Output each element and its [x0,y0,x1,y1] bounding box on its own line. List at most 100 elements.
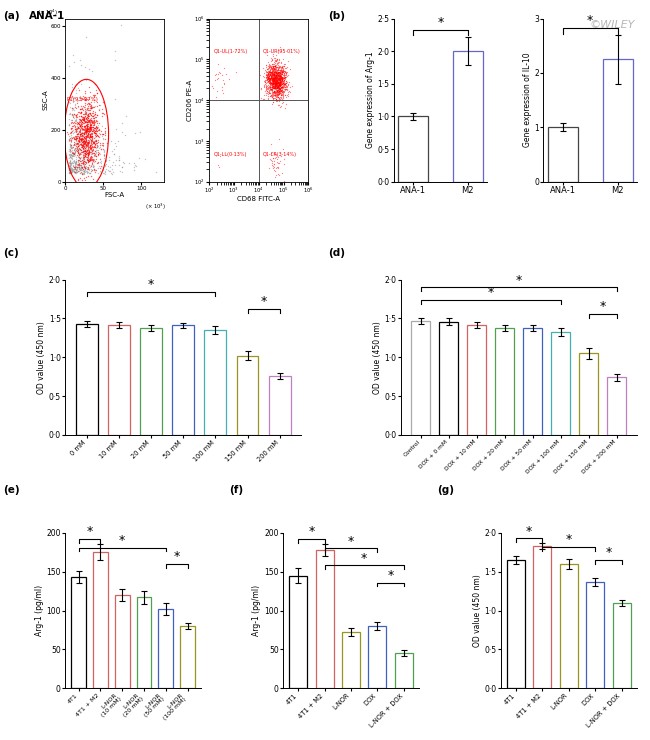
Point [79,104,90,115]
Point [270,78,280,90]
Point [72,166,83,178]
Point [275,87,285,98]
Point [84,146,94,158]
Point [83,125,94,137]
Point [79,167,89,179]
Point [267,77,278,89]
Point [272,70,282,81]
Point [66,118,77,130]
Point [274,79,285,91]
Point [87,121,98,132]
Point [83,163,93,175]
Point [272,83,283,95]
Point [270,83,281,95]
Point [73,131,84,143]
Point [75,129,85,141]
Point [268,78,278,90]
Point [92,138,102,149]
Point [268,64,279,75]
Point [79,134,90,146]
Point [78,123,88,135]
Point [267,73,278,85]
Point [286,80,296,92]
Point [275,78,285,90]
Point [263,84,273,95]
Point [88,135,99,147]
Point [64,108,75,120]
Point [72,128,83,140]
Point [274,78,285,90]
Point [268,64,278,76]
Point [277,81,287,93]
Point [98,161,108,173]
Point [78,143,88,155]
Point [275,73,285,85]
Point [92,87,102,98]
Point [79,137,89,149]
Point [77,133,88,145]
Point [276,78,286,90]
Point [94,127,104,138]
Point [267,98,278,110]
Point [88,164,99,175]
Point [70,139,81,151]
Point [84,118,95,130]
Point [65,163,75,175]
Point [266,60,276,72]
Point [271,67,281,78]
Point [267,87,278,98]
Point [265,74,275,86]
Text: (× 10$^4$): (× 10$^4$) [36,8,58,18]
Point [260,76,270,88]
Point [265,71,276,83]
Point [89,140,99,152]
Point [276,70,287,82]
Point [268,78,278,90]
Point [268,73,278,85]
Point [83,130,94,142]
Point [277,67,287,79]
Point [268,72,279,84]
Point [266,69,276,81]
Point [79,121,90,132]
Point [86,121,97,133]
Point [274,67,284,79]
Point [77,145,88,157]
Point [100,122,110,134]
Point [79,131,89,143]
Point [82,118,92,130]
Point [130,159,140,171]
Point [83,166,93,178]
Point [81,140,92,152]
Point [276,67,287,79]
Text: ©WILEY: ©WILEY [590,20,635,30]
Point [86,148,97,160]
Point [272,61,283,73]
Point [74,118,85,130]
Point [84,125,95,137]
Point [86,124,97,136]
Point [80,155,90,167]
Point [266,91,277,103]
Point [83,147,93,158]
Point [63,128,73,140]
Point [274,76,285,88]
Point [279,86,289,98]
Point [270,72,280,84]
Point [82,163,92,175]
Point [69,165,79,177]
Point [271,66,281,78]
Point [261,69,272,81]
Point [266,74,276,86]
Point [86,135,96,147]
Point [75,103,86,115]
Point [268,67,279,78]
Point [261,84,272,95]
Point [275,70,285,81]
Point [272,86,283,98]
Point [84,128,94,140]
Point [81,124,91,135]
Point [65,157,75,169]
Point [276,75,287,87]
Point [74,115,85,127]
